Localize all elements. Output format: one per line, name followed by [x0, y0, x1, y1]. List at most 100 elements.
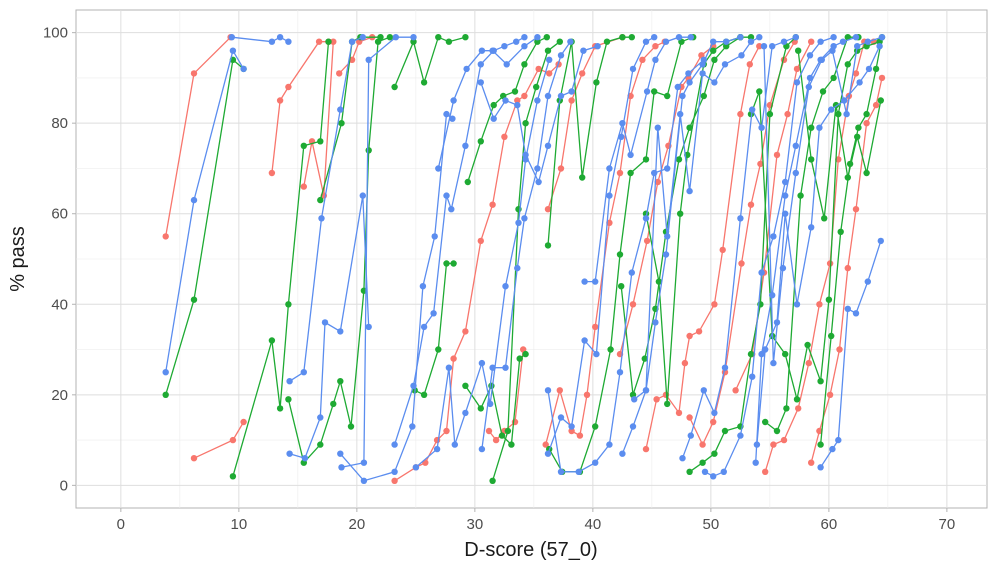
- data-point: [190, 196, 198, 204]
- data-point: [544, 450, 552, 457]
- data-point: [749, 373, 756, 380]
- data-point: [677, 210, 684, 217]
- data-point: [240, 65, 247, 73]
- data-point: [606, 192, 613, 199]
- data-point: [300, 183, 307, 190]
- data-point: [619, 450, 626, 457]
- data-point: [780, 436, 788, 444]
- data-point: [579, 174, 586, 181]
- data-point: [606, 165, 613, 172]
- data-point: [877, 237, 884, 245]
- data-point: [711, 56, 718, 63]
- data-point: [435, 165, 442, 172]
- data-point: [360, 477, 368, 484]
- data-point: [534, 38, 541, 45]
- data-point: [830, 74, 837, 82]
- data-point: [162, 233, 169, 240]
- series-blue: [679, 34, 799, 462]
- data-point: [391, 83, 398, 91]
- data-point: [511, 88, 519, 95]
- data-point: [318, 215, 325, 222]
- data-point: [338, 120, 345, 127]
- series-blue: [337, 110, 456, 484]
- data-point: [485, 427, 493, 435]
- data-point: [710, 473, 717, 480]
- data-point: [830, 34, 837, 41]
- series-line: [547, 36, 655, 454]
- series-line: [165, 58, 245, 395]
- data-point: [337, 106, 344, 113]
- data-point: [377, 34, 384, 41]
- data-point: [653, 396, 660, 403]
- data-point: [338, 464, 345, 471]
- data-point: [642, 445, 650, 453]
- data-point: [556, 387, 563, 394]
- data-point: [592, 459, 599, 466]
- series-line: [231, 36, 289, 43]
- data-point: [162, 391, 169, 398]
- data-point: [581, 337, 588, 344]
- data-point: [818, 56, 825, 63]
- data-point: [568, 423, 575, 430]
- data-point: [477, 138, 484, 145]
- data-point: [852, 34, 860, 41]
- data-point: [359, 34, 366, 41]
- data-point: [654, 178, 661, 186]
- data-point: [687, 34, 694, 41]
- data-point: [629, 65, 637, 73]
- data-point: [603, 38, 611, 45]
- data-point: [607, 346, 614, 353]
- data-point: [477, 61, 484, 68]
- data-point: [835, 436, 842, 444]
- data-point: [701, 468, 709, 475]
- data-point: [544, 242, 552, 249]
- data-point: [508, 441, 515, 448]
- data-point: [557, 52, 565, 59]
- data-point: [514, 264, 521, 272]
- data-point: [534, 165, 541, 172]
- data-point: [628, 269, 635, 276]
- data-point: [443, 427, 450, 435]
- data-point: [836, 346, 843, 353]
- series-green: [795, 47, 884, 222]
- x-tick-label: 0: [117, 516, 125, 533]
- data-point: [606, 441, 613, 448]
- data-point: [330, 400, 337, 408]
- data-point: [435, 346, 442, 353]
- data-point: [817, 38, 824, 45]
- data-point: [515, 219, 522, 226]
- data-point: [643, 88, 651, 95]
- x-tick-label: 10: [231, 516, 248, 533]
- data-point: [557, 165, 565, 172]
- data-point: [420, 323, 428, 331]
- data-point: [521, 34, 528, 41]
- data-point: [391, 468, 398, 475]
- data-point: [780, 38, 788, 45]
- data-point: [544, 206, 552, 213]
- data-point: [779, 264, 787, 272]
- data-point: [699, 61, 706, 68]
- x-tick-label: 20: [349, 516, 366, 533]
- data-point: [762, 418, 769, 426]
- data-point: [450, 97, 457, 104]
- data-point: [580, 47, 587, 54]
- data-point: [642, 156, 650, 163]
- data-point: [557, 414, 565, 421]
- data-point: [498, 432, 506, 439]
- data-point: [285, 38, 292, 45]
- data-point: [502, 283, 509, 290]
- data-point: [770, 441, 777, 448]
- data-point: [816, 301, 823, 308]
- data-point: [544, 92, 552, 100]
- data-point: [501, 43, 508, 50]
- data-point: [749, 106, 756, 113]
- data-point: [410, 382, 417, 389]
- data-point: [463, 65, 470, 73]
- data-point: [758, 350, 765, 358]
- data-point: [686, 332, 693, 340]
- data-point: [412, 464, 420, 471]
- series-blue: [286, 192, 372, 462]
- data-point: [330, 38, 337, 45]
- data-point: [514, 101, 521, 109]
